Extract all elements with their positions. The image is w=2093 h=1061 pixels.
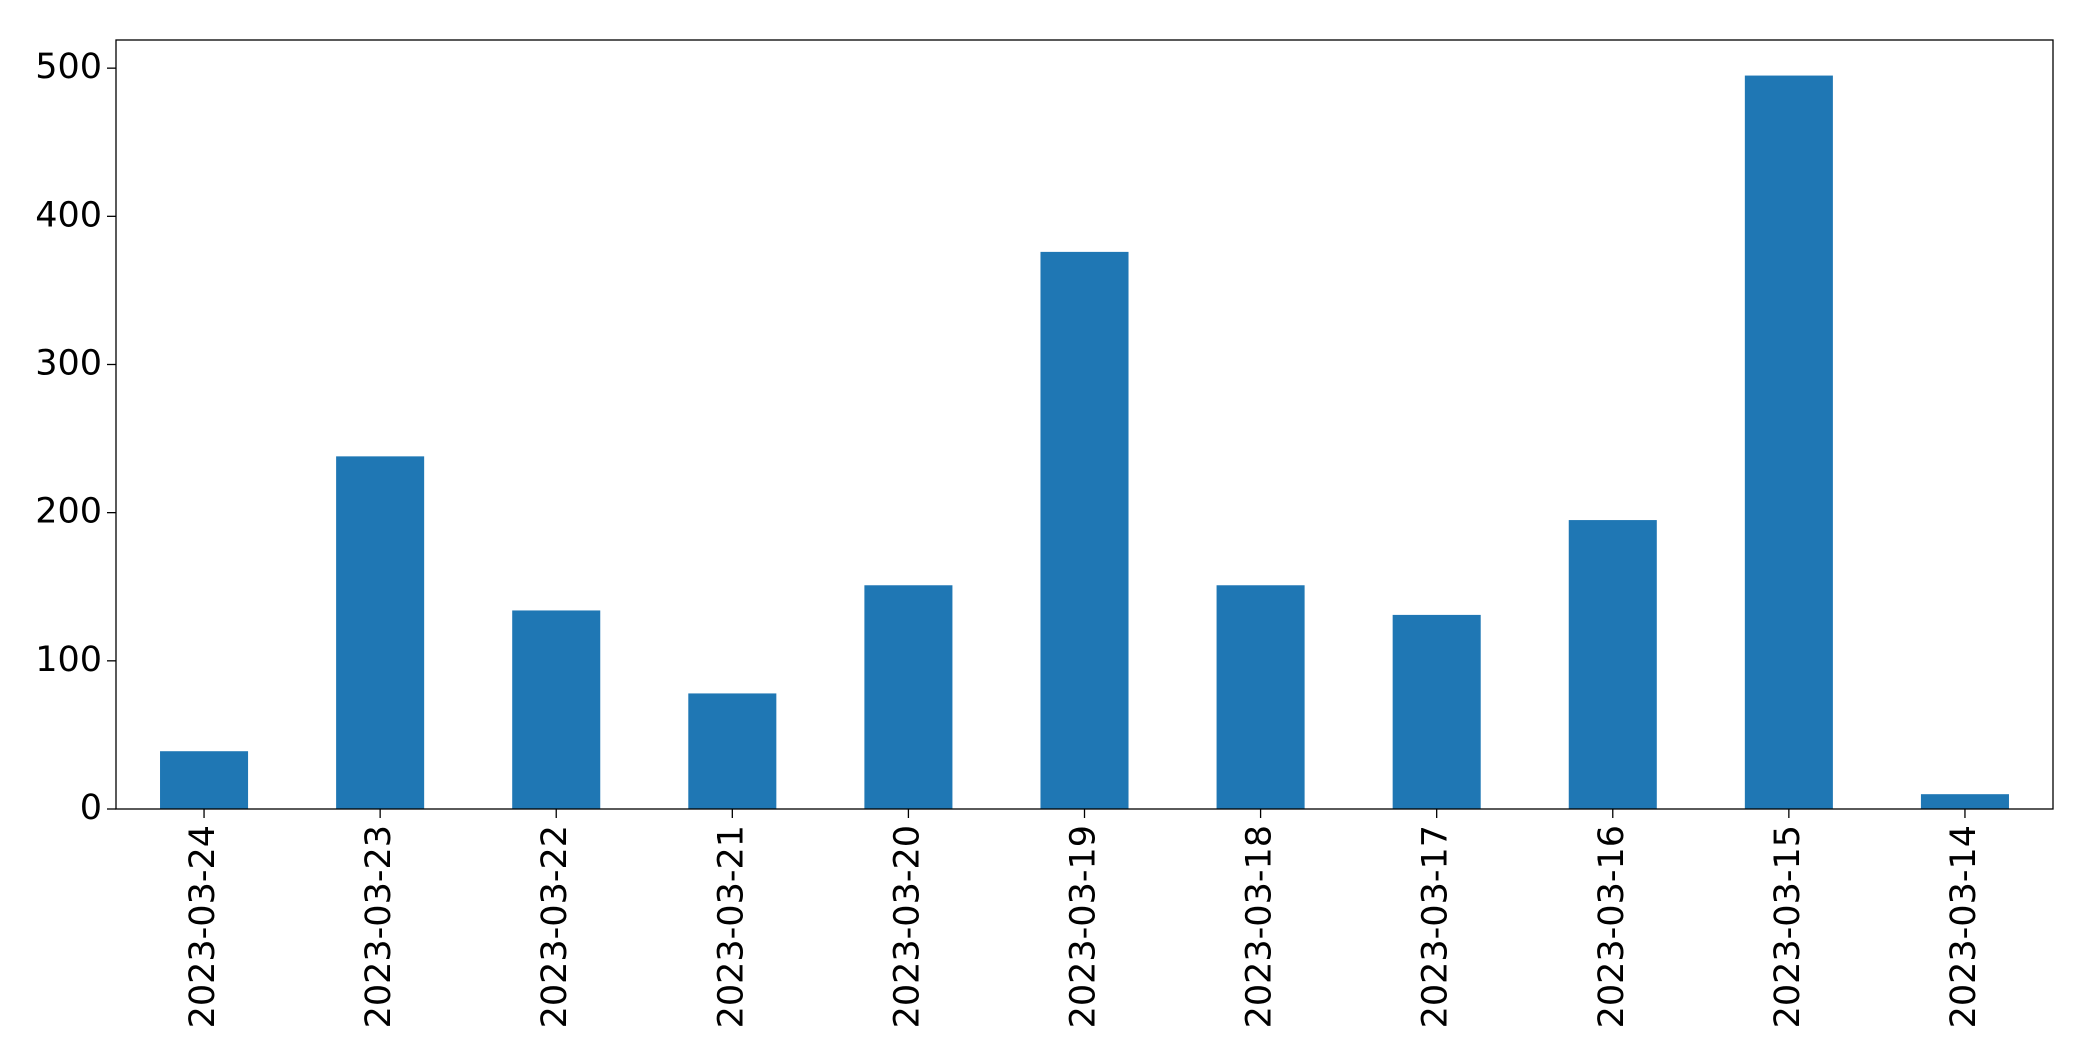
bar	[688, 693, 777, 809]
y-tick-label: 200	[35, 492, 102, 532]
bar	[1216, 585, 1305, 809]
bar	[1392, 614, 1481, 809]
x-tick-label: 2023-03-16	[1592, 825, 1632, 1028]
x-tick-label: 2023-03-21	[711, 825, 751, 1028]
y-tick-label: 400	[35, 195, 102, 235]
x-tick-label: 2023-03-23	[359, 825, 399, 1028]
bar	[864, 585, 953, 809]
bar	[1744, 75, 1833, 810]
x-tick-label: 2023-03-14	[1944, 825, 1984, 1028]
y-tick-label: 100	[35, 640, 102, 680]
y-tick-label: 0	[80, 788, 102, 828]
bar	[512, 610, 601, 809]
y-tick-label: 300	[35, 343, 102, 383]
bar	[1920, 794, 2009, 809]
x-tick-label: 2023-03-22	[535, 825, 575, 1028]
y-tick-label: 500	[35, 47, 102, 87]
bar	[160, 751, 249, 809]
x-tick-label: 2023-03-24	[183, 825, 223, 1028]
bar	[336, 456, 425, 809]
x-tick-label: 2023-03-15	[1768, 825, 1808, 1028]
x-tick-label: 2023-03-17	[1416, 825, 1456, 1028]
x-tick-label: 2023-03-18	[1240, 825, 1280, 1028]
bar	[1040, 251, 1129, 810]
x-tick-label: 2023-03-20	[887, 825, 927, 1028]
plot-frame	[115, 39, 2054, 810]
bar	[1568, 520, 1657, 809]
x-tick-label: 2023-03-19	[1064, 825, 1104, 1028]
